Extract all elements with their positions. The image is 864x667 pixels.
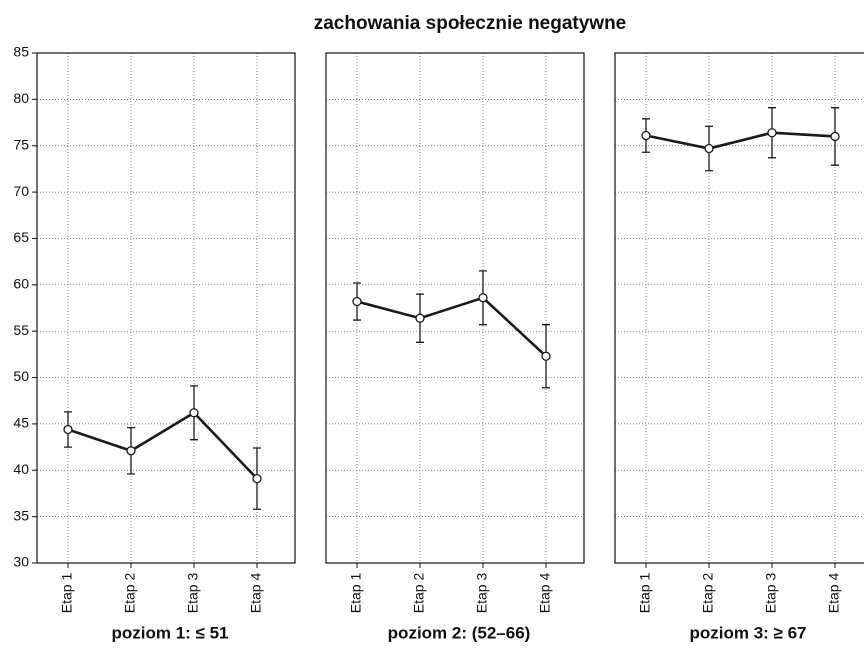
- x-tick-label: Etap 1: [59, 573, 75, 614]
- y-tick-label: 80: [13, 90, 29, 106]
- x-tick-label: Etap 3: [474, 573, 490, 614]
- plot-frame: [325, 52, 585, 564]
- data-point: [641, 130, 651, 141]
- plot-frame: [614, 52, 864, 564]
- y-tick-label: 75: [13, 136, 29, 152]
- data-line: [67, 411, 258, 480]
- data-point: [415, 313, 425, 323]
- x-tick-label: Etap 2: [411, 573, 427, 614]
- plot-frame: [36, 52, 296, 564]
- y-tick-label: 30: [13, 554, 29, 570]
- x-tick-label: Etap 1: [637, 573, 653, 614]
- y-tick-label: 55: [13, 322, 29, 338]
- y-tick-label: 60: [13, 276, 29, 292]
- data-point: [541, 351, 551, 361]
- y-tick-label: 45: [13, 415, 29, 431]
- data-point: [478, 293, 488, 303]
- y-tick-label: 65: [13, 229, 29, 245]
- data-point: [830, 131, 840, 142]
- x-tick-label: Etap 2: [122, 573, 138, 614]
- data-point: [252, 473, 262, 484]
- panel-label: poziom 3: ≥ 67: [689, 623, 806, 642]
- panel-label: poziom 1: ≤ 51: [111, 623, 228, 642]
- x-tick-label: Etap 3: [763, 573, 779, 614]
- x-tick-label: Etap 3: [185, 573, 201, 614]
- chart-title: zachowania społecznie negatywne: [314, 13, 627, 34]
- y-tick-label: 40: [13, 461, 29, 477]
- x-tick-label: Etap 4: [826, 573, 842, 614]
- panel-label: poziom 2: (52–66): [388, 623, 531, 642]
- data-point: [767, 128, 777, 138]
- data-line: [645, 131, 836, 150]
- y-tick-label: 70: [13, 183, 29, 199]
- x-tick-label: Etap 4: [537, 573, 553, 614]
- y-tick-label: 35: [13, 507, 29, 523]
- x-tick-label: Etap 4: [248, 573, 264, 614]
- data-point: [189, 408, 199, 418]
- data-line: [356, 296, 547, 358]
- data-point: [126, 446, 136, 456]
- x-tick-label: Etap 2: [700, 573, 716, 614]
- data-point: [704, 143, 714, 154]
- y-tick-label: 50: [13, 368, 29, 384]
- y-tick-label: 85: [13, 44, 29, 60]
- data-point: [63, 424, 73, 435]
- data-point: [352, 296, 362, 307]
- x-tick-label: Etap 1: [348, 573, 364, 614]
